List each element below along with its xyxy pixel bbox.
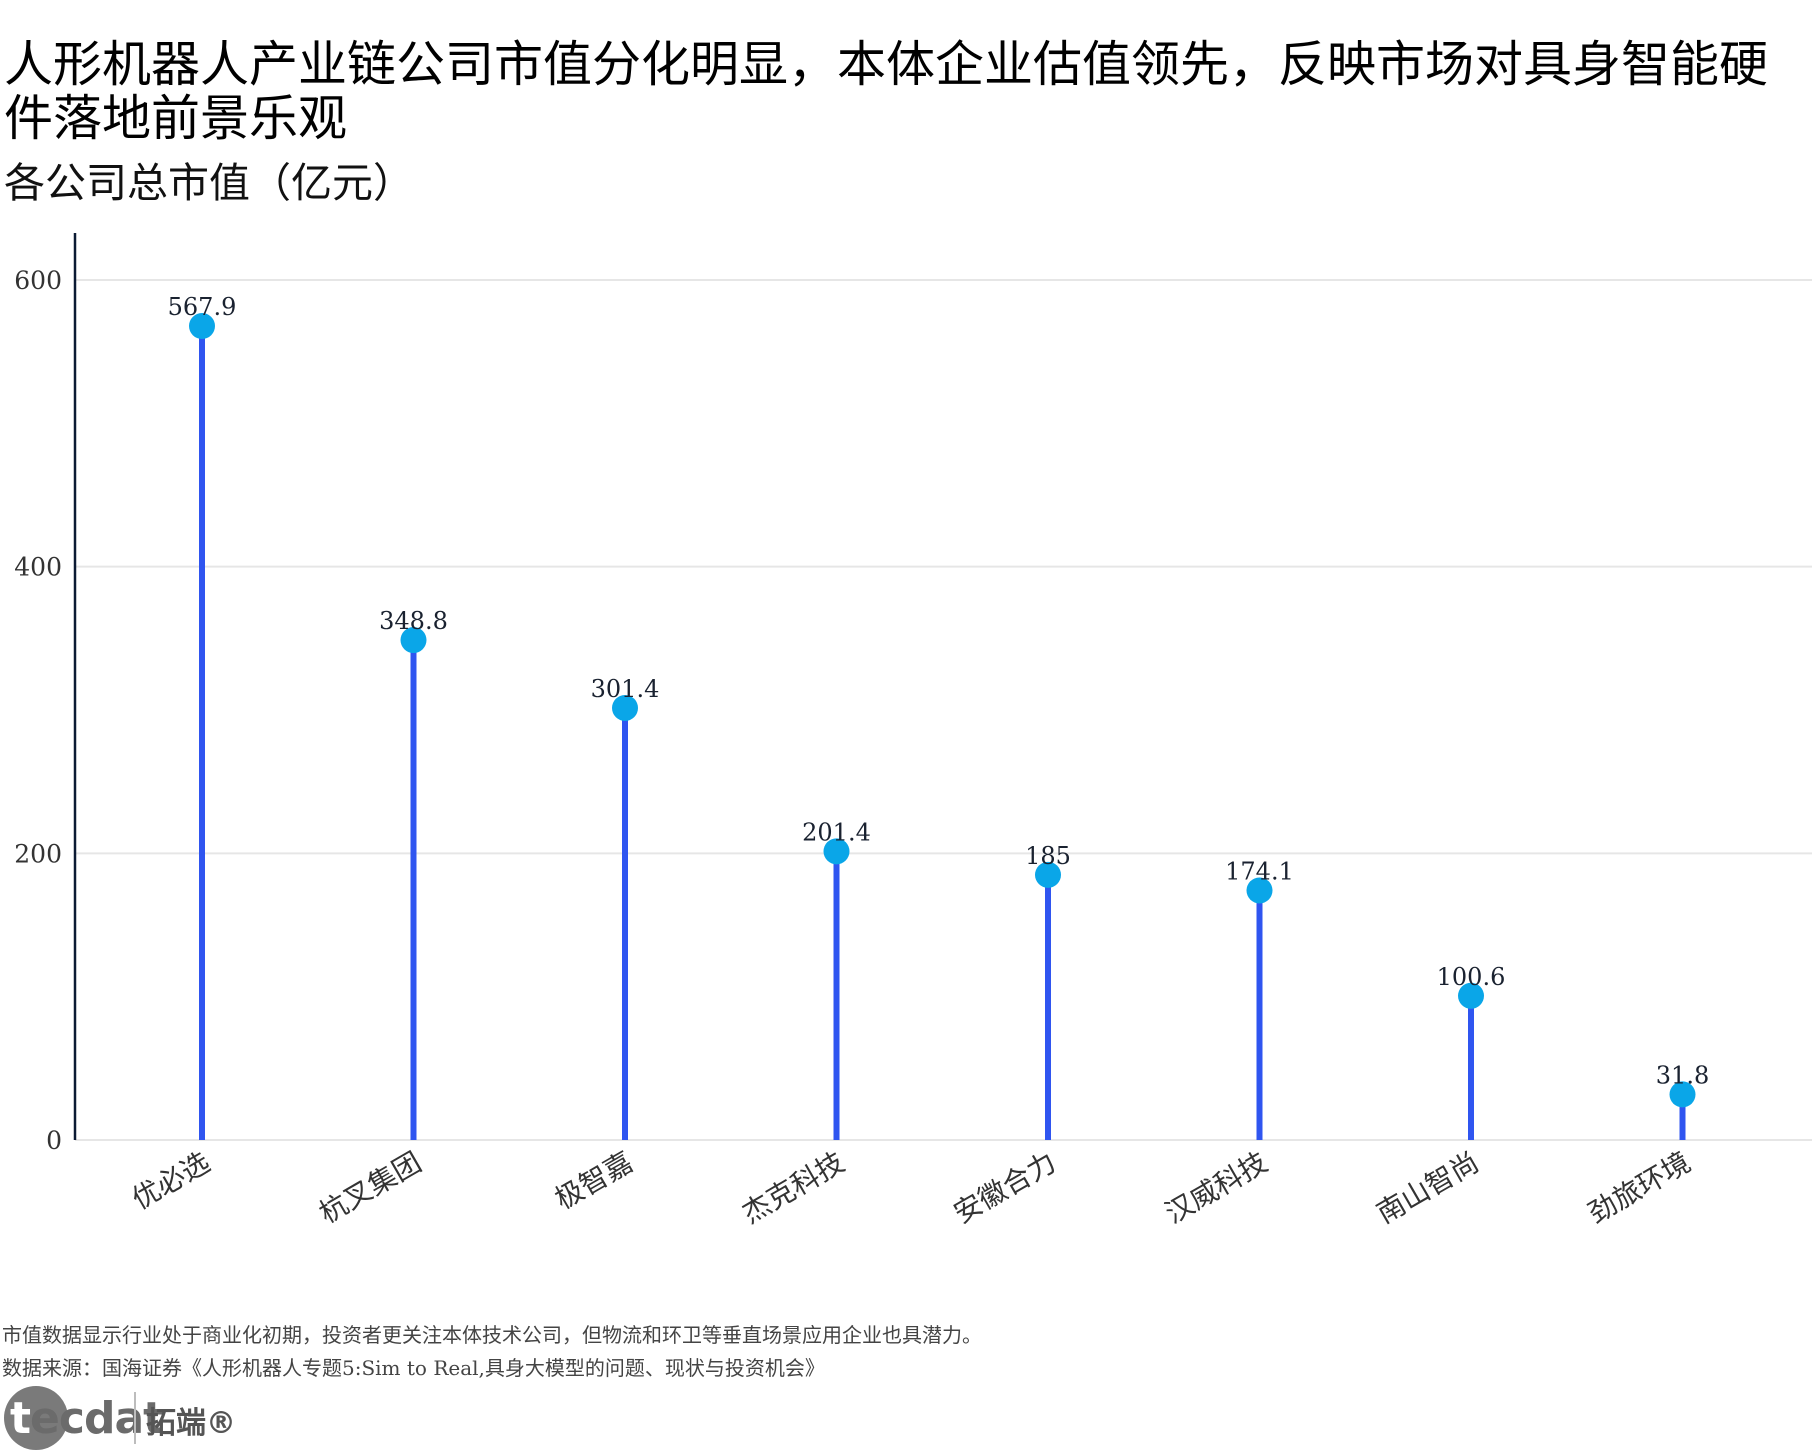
data-label: 201.4 xyxy=(802,818,871,846)
y-tick-label: 400 xyxy=(14,553,62,582)
x-tick-label: 安徽合力 xyxy=(948,1145,1062,1230)
data-point xyxy=(1246,877,1273,904)
x-tick-labels: 优必选 杭叉集团 极智嘉 杰克科技 安徽合力 汉威科技 南山智尚 劲旅环境 xyxy=(126,1145,1696,1230)
y-tick-label: 600 xyxy=(14,266,62,295)
x-tick-label: 汉威科技 xyxy=(1159,1145,1273,1230)
data-label: 348.8 xyxy=(379,607,448,635)
data-point xyxy=(1458,982,1484,1009)
data-label: 567.9 xyxy=(168,293,237,321)
stems xyxy=(199,326,1686,1140)
logo-wordmark: tecdat xyxy=(10,1393,164,1444)
chart-note: 市值数据显示行业处于商业化初期，投资者更关注本体技术公司，但物流和环卫等垂直场景… xyxy=(2,1323,982,1347)
logo-divider xyxy=(134,1392,136,1444)
value-labels: 567.9 348.8 301.4 201.4 185 174.1 100.6 31.8 xyxy=(168,293,1710,1089)
x-tick-label: 劲旅环境 xyxy=(1582,1145,1696,1230)
x-tick-label: 杭叉集团 xyxy=(313,1145,427,1230)
data-source: 数据来源：国海证券《人形机器人专题5:Sim to Real,具身大模型的问题、… xyxy=(2,1356,825,1380)
data-point xyxy=(1669,1081,1696,1108)
data-label: 174.1 xyxy=(1225,857,1294,885)
chart-subtitle: 各公司总市值（亿元） xyxy=(4,159,414,207)
data-point xyxy=(400,627,427,654)
y-tick-label: 0 xyxy=(46,1126,62,1155)
data-label: 185 xyxy=(1025,842,1071,870)
y-tick-label: 200 xyxy=(14,839,62,868)
dots xyxy=(189,313,1696,1108)
data-label: 100.6 xyxy=(1437,963,1506,991)
y-tick-labels: 0 200 400 600 xyxy=(14,266,62,1155)
data-point xyxy=(612,694,638,721)
data-label: 301.4 xyxy=(591,675,660,703)
data-point xyxy=(1035,861,1061,888)
chart-title: 人形机器人产业链公司市值分化明显，本体企业估值领先，反映市场对具身智能硬件落地前… xyxy=(4,36,1769,147)
lollipop-chart: 0 200 400 600 567.9 348.8 301.4 201.4 185 174.1 1… xyxy=(14,233,1812,1230)
data-label: 31.8 xyxy=(1656,1061,1709,1089)
grid-lines xyxy=(75,279,1812,1141)
x-tick-label: 杰克科技 xyxy=(736,1145,850,1230)
data-point xyxy=(189,313,215,340)
logo-cn: 拓端® xyxy=(146,1406,236,1441)
tecdat-logo: tecdat 拓端® xyxy=(4,1386,236,1450)
logo-circle xyxy=(4,1386,68,1450)
data-point xyxy=(823,838,850,865)
x-tick-label: 南山智尚 xyxy=(1371,1145,1485,1230)
x-tick-label: 极智嘉 xyxy=(549,1145,638,1216)
x-tick-label: 优必选 xyxy=(126,1145,215,1216)
